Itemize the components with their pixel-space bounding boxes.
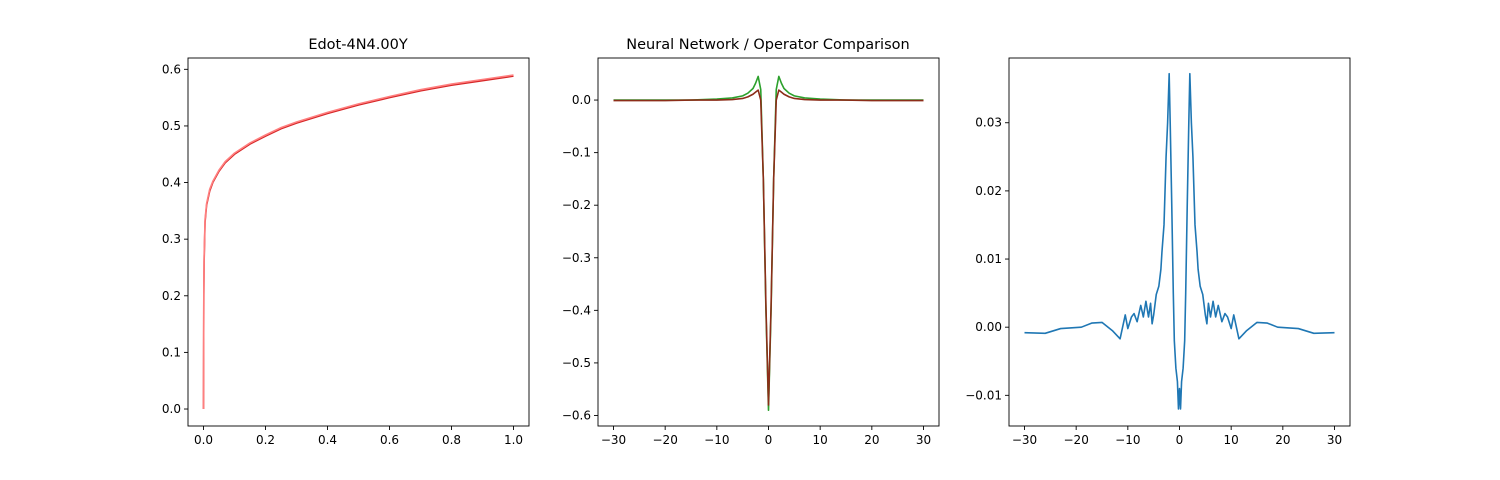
y-tick-label: 0.1 <box>162 345 181 359</box>
series-line-0 <box>613 75 924 412</box>
y-tick-label: −0.3 <box>562 251 591 265</box>
y-tick-label: −0.2 <box>562 198 591 212</box>
x-tick-label: 10 <box>1224 433 1239 447</box>
x-tick-label: 20 <box>864 433 879 447</box>
y-tick-label: −0.4 <box>562 303 591 317</box>
panel-title: Edot-4N4.00Y <box>308 37 408 53</box>
x-tick-label: −30 <box>1012 433 1037 447</box>
y-tick-label: −0.6 <box>562 408 591 422</box>
x-tick-label: 0.2 <box>256 433 275 447</box>
axes-frame <box>187 57 530 427</box>
y-tick-label: −0.1 <box>562 146 591 160</box>
x-tick-label: 1.0 <box>504 433 523 447</box>
y-tick-label: 0.02 <box>975 184 1002 198</box>
x-tick-label: 0 <box>765 433 773 447</box>
y-tick-label: 0.01 <box>975 252 1002 266</box>
panel-operator-comparison: Neural Network / Operator Comparison −30… <box>562 37 940 447</box>
x-tick-label: 30 <box>916 433 931 447</box>
y-tick-label: 0.5 <box>162 119 181 133</box>
y-tick-label: −0.5 <box>562 356 591 370</box>
y-tick-label: 0.6 <box>162 62 181 76</box>
panel-difference: −30 −20 −10 0 10 20 30 0.03 0.02 0.01 0.00 −0.01 <box>965 57 1351 447</box>
y-tick-label: 0.0 <box>572 93 591 107</box>
x-tick-label: −10 <box>704 433 729 447</box>
y-tick-label: 0.03 <box>975 116 1002 130</box>
y-tick-label: 0.0 <box>162 402 181 416</box>
x-tick-label: 0 <box>1176 433 1184 447</box>
series-line-1 <box>613 89 924 406</box>
x-tick-label: 0.8 <box>442 433 461 447</box>
x-tick-label: −20 <box>1064 433 1089 447</box>
x-tick-label: −20 <box>653 433 678 447</box>
y-tick-label: −0.01 <box>965 388 1002 402</box>
x-tick-label: −30 <box>601 433 626 447</box>
x-tick-label: 0.4 <box>318 433 337 447</box>
y-tick-label: 0.2 <box>162 289 181 303</box>
series-line-1 <box>202 74 514 410</box>
y-tick-label: 0.3 <box>162 232 181 246</box>
panel-title: Neural Network / Operator Comparison <box>626 37 909 53</box>
x-tick-label: −10 <box>1115 433 1140 447</box>
series-line-0 <box>1024 72 1335 410</box>
x-tick-label: 0.6 <box>380 433 399 447</box>
x-tick-label: 30 <box>1327 433 1342 447</box>
panel-cumulative-curve: Edot-4N4.00Y 0.0 0.2 0.4 0.6 0.8 1.0 0.0 0.1 0.2… <box>162 37 530 447</box>
x-tick-label: 10 <box>813 433 828 447</box>
x-tick-label: 20 <box>1275 433 1290 447</box>
y-tick-label: 0.4 <box>162 176 181 190</box>
y-tick-label: 0.00 <box>975 320 1002 334</box>
x-tick-label: 0.0 <box>194 433 213 447</box>
